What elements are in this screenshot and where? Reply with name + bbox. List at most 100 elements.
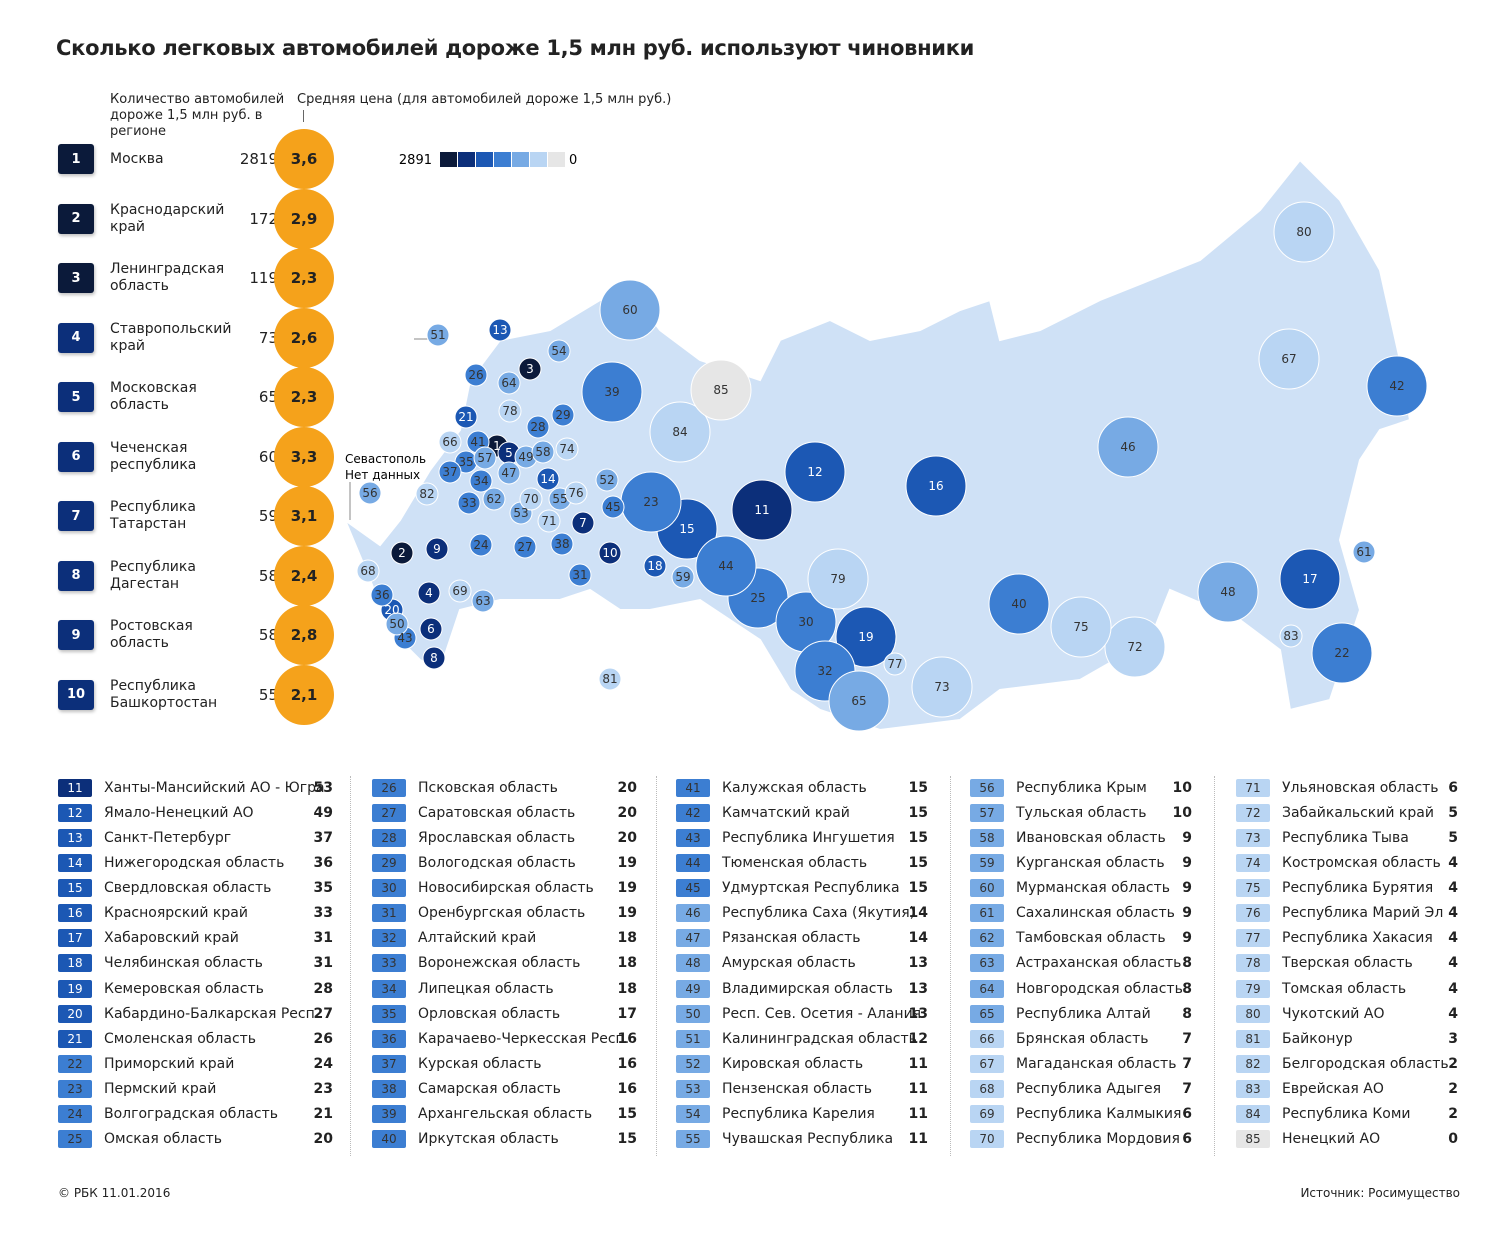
region-label: 43 xyxy=(397,631,412,645)
table-row: 81 Байконур 3 xyxy=(1236,1028,1458,1050)
region-label: 73 xyxy=(934,680,949,694)
region xyxy=(595,468,619,492)
rank-badge: 22 xyxy=(58,1054,92,1073)
region-name: Республика Калмыкия xyxy=(1016,1105,1182,1122)
region-name: Сахалинская область xyxy=(1016,905,1175,922)
region-name: Томская область xyxy=(1282,980,1407,997)
price-circle: 3,6 xyxy=(274,129,334,189)
table-row: 34 Липецкая область 18 xyxy=(372,978,637,1000)
region-label: 15 xyxy=(679,522,694,536)
top-region: 8 Республика Дагестан 58 2,4 xyxy=(58,545,338,606)
region-label: 54 xyxy=(551,344,566,358)
region-count: 2 xyxy=(1448,1055,1458,1072)
count-header: Количество автомобилей дороже 1,5 млн ру… xyxy=(110,92,285,139)
region-count: 53 xyxy=(313,780,333,796)
region-count: 28 xyxy=(313,980,333,997)
region-count: 16 xyxy=(617,1055,637,1072)
region-label: 65 xyxy=(851,694,866,708)
region-label: 8 xyxy=(430,651,438,665)
region-label: 71 xyxy=(541,514,556,528)
rank-badge: 36 xyxy=(372,1029,406,1048)
legend-swatch xyxy=(512,152,529,167)
region xyxy=(671,565,695,589)
table-row: 77 Республика Хакасия 4 xyxy=(1236,927,1458,949)
region-label: 35 xyxy=(458,455,473,469)
region-count: 5 xyxy=(1448,805,1458,822)
region xyxy=(526,415,550,439)
rank-badge: 57 xyxy=(970,804,1004,823)
region-name: Белгородская область xyxy=(1282,1055,1449,1072)
rank-badge: 37 xyxy=(372,1054,406,1073)
region-label: 4 xyxy=(425,586,433,600)
rank-badge: 46 xyxy=(676,904,710,923)
top-region: 7 Республика Татарстан 59 3,1 xyxy=(58,486,338,546)
column-separator xyxy=(1214,776,1215,1156)
region xyxy=(531,440,555,464)
table-row: 16 Красноярский край 33 xyxy=(58,902,333,924)
region xyxy=(598,541,622,565)
region-count: 37 xyxy=(313,830,333,847)
region-count: 9 xyxy=(1182,930,1192,947)
table-row: 61 Сахалинская область 9 xyxy=(970,902,1192,924)
region-name: Республика Алтай xyxy=(1016,1005,1151,1022)
rank-badge: 16 xyxy=(58,904,92,923)
rank-badge: 40 xyxy=(372,1129,406,1148)
region-name: Вологодская область xyxy=(418,855,576,872)
table-row: 83 Еврейская АО 2 xyxy=(1236,1078,1458,1100)
region-count: 59 xyxy=(258,507,278,525)
table-row: 40 Иркутская область 15 xyxy=(372,1128,637,1150)
table-row: 58 Ивановская область 9 xyxy=(970,827,1192,849)
table-row: 19 Кемеровская область 28 xyxy=(58,978,333,1000)
region xyxy=(537,509,561,533)
sevastopol-name: Севастополь xyxy=(345,452,426,466)
region-name: Новосибирская область xyxy=(418,880,594,897)
rank-badge: 25 xyxy=(58,1129,92,1148)
rank-badge: 48 xyxy=(676,954,710,973)
region-label: 72 xyxy=(1127,640,1142,654)
region xyxy=(488,318,512,342)
region-count: 10 xyxy=(1172,780,1192,796)
region-label: 31 xyxy=(572,568,587,582)
region-label: 45 xyxy=(605,500,620,514)
region-count: 19 xyxy=(617,905,637,922)
rank-badge: 74 xyxy=(1236,854,1270,873)
region xyxy=(695,535,757,597)
region-label: 62 xyxy=(486,492,501,506)
region-name: Нижегородская область xyxy=(104,855,285,872)
table-row: 18 Челябинская область 31 xyxy=(58,952,333,974)
region-name: Чукотский АО xyxy=(1282,1005,1385,1022)
table-row: 33 Воронежская область 18 xyxy=(372,952,637,974)
region-label: 9 xyxy=(433,542,441,556)
rank-badge: 4 xyxy=(58,322,94,353)
region-label: 18 xyxy=(647,559,662,573)
region-count: 2 xyxy=(1448,1080,1458,1097)
rank-badge: 12 xyxy=(58,804,92,823)
table-row: 32 Алтайский край 18 xyxy=(372,927,637,949)
region-label: 30 xyxy=(798,615,813,629)
region-label: 80 xyxy=(1296,225,1311,239)
region-name: Рязанская область xyxy=(722,930,861,947)
price-circle: 2,4 xyxy=(274,545,334,606)
rank-badge: 10 xyxy=(58,679,94,710)
region xyxy=(469,469,493,493)
region xyxy=(1273,201,1335,263)
region-count: 13 xyxy=(908,955,928,972)
rank-badge: 65 xyxy=(970,1004,1004,1023)
region xyxy=(469,533,493,557)
rank-badge: 28 xyxy=(372,829,406,848)
table-row: 38 Самарская область 16 xyxy=(372,1078,637,1100)
region-count: 4 xyxy=(1448,905,1458,922)
rank-badge: 47 xyxy=(676,929,710,948)
rank-badge: 61 xyxy=(970,904,1004,923)
region-name: Краснодарский край xyxy=(110,201,225,235)
region xyxy=(598,667,622,691)
region-label: 69 xyxy=(452,584,467,598)
region-count: 49 xyxy=(313,805,333,822)
rank-badge: 9 xyxy=(58,620,94,650)
region xyxy=(835,606,897,668)
table-row: 82 Белгородская область 2 xyxy=(1236,1053,1458,1075)
region xyxy=(1197,561,1259,623)
region-label: 46 xyxy=(1120,440,1135,454)
region-label: 11 xyxy=(754,503,769,517)
region-count: 17 xyxy=(617,1005,637,1022)
